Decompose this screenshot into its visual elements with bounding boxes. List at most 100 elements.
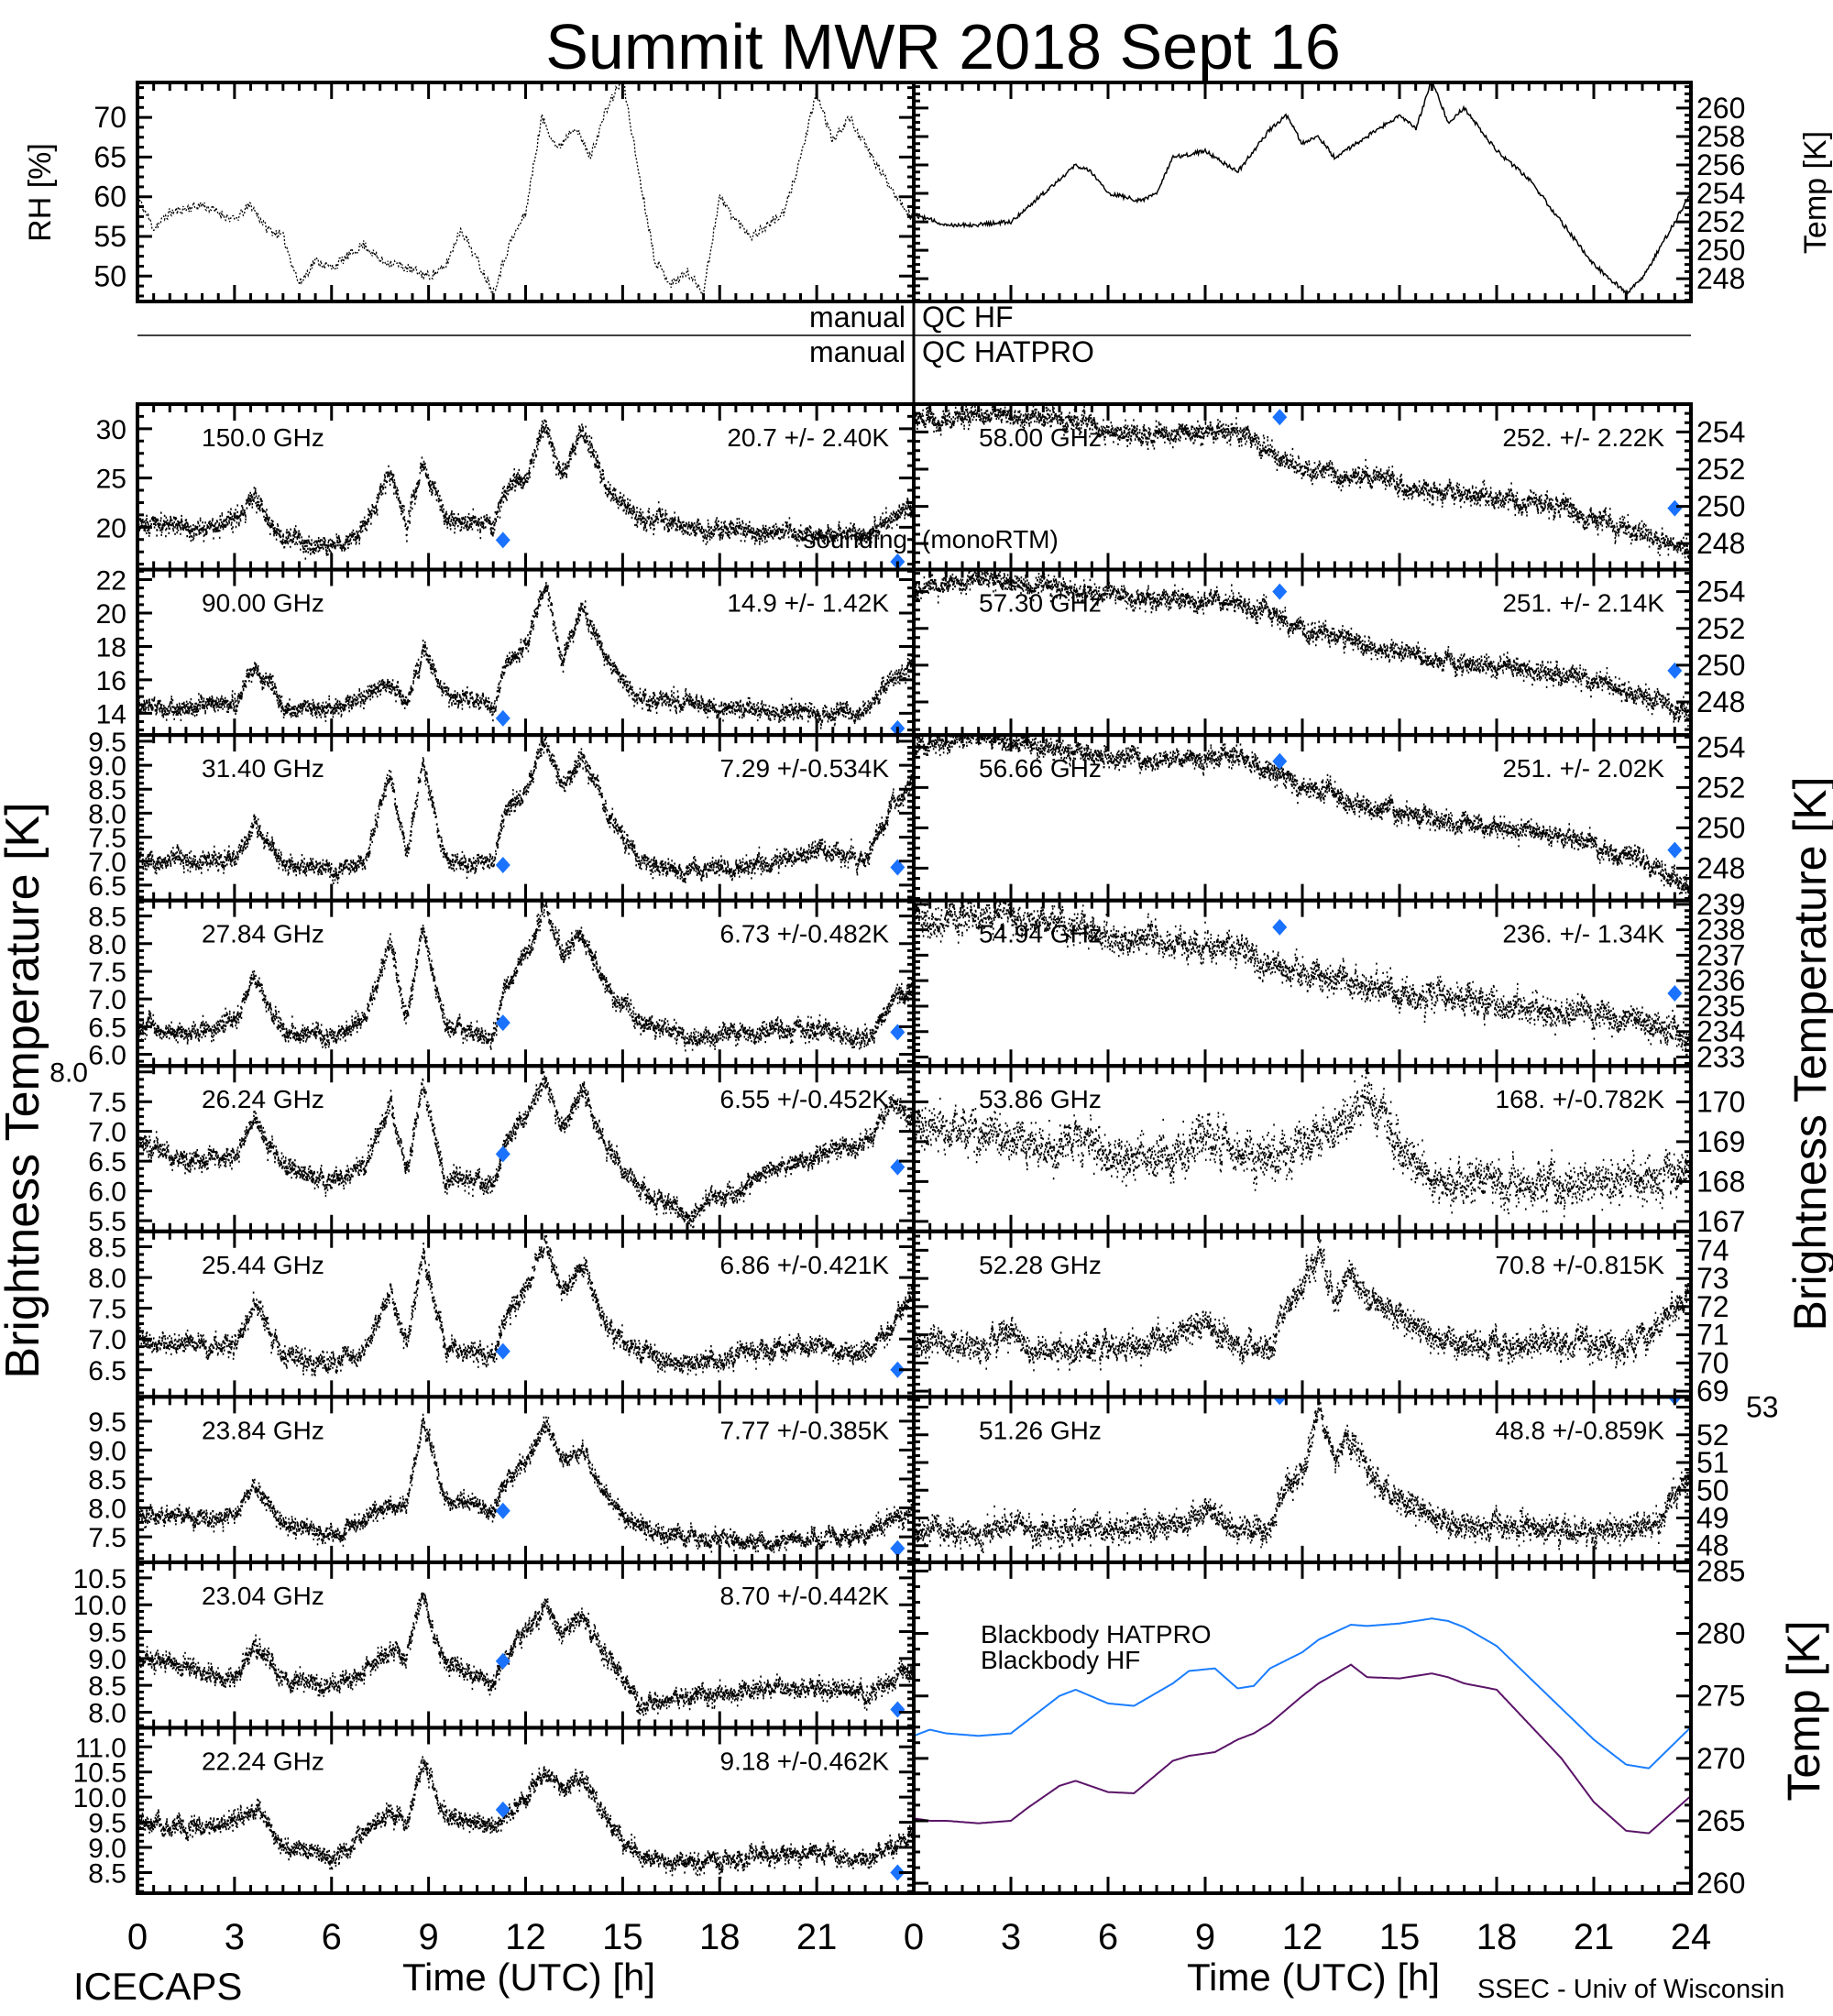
rh-axis-label: RH [%] <box>23 143 58 242</box>
sounding-marker <box>495 1014 510 1032</box>
xtick-label: 3 <box>225 1917 245 1957</box>
ytick-label: 9.5 <box>88 1408 126 1438</box>
ytick-label: 9.5 <box>88 728 126 758</box>
ytick-label: 25 <box>96 465 126 495</box>
plot-area <box>914 735 1691 901</box>
sounding-marker <box>1667 985 1683 1003</box>
mean-std-label: 48.8 +/-0.859K <box>1496 1416 1665 1444</box>
frequency-label: 54.94 GHz <box>979 920 1102 948</box>
ytick-label: 52 <box>1696 1419 1729 1452</box>
ytick-label: 236 <box>1696 964 1745 997</box>
frequency-label: 26.24 GHz <box>202 1085 324 1113</box>
ytick-label: 9.0 <box>88 1834 126 1864</box>
frequency-label: 31.40 GHz <box>202 754 324 783</box>
right-y-axis-label: Brightness Temperature [K] <box>1784 777 1833 1331</box>
xtick-label: 12 <box>505 1917 546 1957</box>
plot-area <box>914 82 1691 296</box>
ytick-label: 234 <box>1696 1015 1745 1048</box>
ytick-label: 14 <box>96 699 126 729</box>
xtick-label: 6 <box>1098 1917 1118 1957</box>
left-panel-2784: 6.06.57.07.58.08.5 27.84 GHz 6.73 +/-0.482… <box>88 898 916 1071</box>
ytick-label: 69 <box>1696 1375 1729 1408</box>
right-panel-5386: 167 168 169 170 53.86 GHz 168. +/-0.782K <box>912 1064 1745 1238</box>
ytick-label: 285 <box>1696 1554 1745 1587</box>
right-panel-5800: 248 250 252 254 58.00 GHz 252. +/- 2.22K <box>912 402 1745 572</box>
left-panel-1500: 20 25 30 150.0 GHz 20.7 +/- 2.40K <box>96 402 916 572</box>
ytick-label: 252 <box>1696 612 1745 645</box>
ytick-label: 265 <box>1696 1804 1745 1837</box>
xtick-label: 3 <box>1001 1917 1021 1957</box>
sounding-marker <box>1667 841 1683 859</box>
ytick-label: 10.5 <box>73 1759 126 1789</box>
mean-std-label: 9.18 +/-0.462K <box>720 1747 890 1775</box>
ytick-label: 250 <box>1696 649 1745 682</box>
panel-frame <box>912 81 1693 303</box>
ytick-label: 167 <box>1696 1205 1745 1238</box>
mean-std-label: 251. +/- 2.14K <box>1502 589 1664 618</box>
ytick-label: 275 <box>1696 1680 1745 1713</box>
ytick-label: 8.5 <box>88 1233 126 1264</box>
ytick-label: 250 <box>1696 811 1745 844</box>
ytick-label: 8.5 <box>88 775 126 805</box>
ytick-label: 72 <box>1696 1290 1729 1323</box>
ytick-label: 168 <box>1696 1165 1745 1198</box>
left-panel-2624: 5.56.06.57.07.58.0 26.24 GHz 6.55 +/-0.452… <box>49 1058 916 1237</box>
right-panel-5666: 248 250 252 254 56.66 GHz 251. +/- 2.02K <box>912 730 1745 903</box>
sounding-marker <box>890 1158 906 1176</box>
frequency-label: 58.00 GHz <box>979 423 1102 452</box>
ytick-label: 9.0 <box>88 1436 126 1466</box>
mean-std-label: 7.29 +/-0.534K <box>720 754 890 783</box>
xtick-label: 18 <box>1476 1917 1518 1957</box>
ssec-credit: SSEC - Univ of Wisconsin <box>1477 1975 1784 2004</box>
xtick-label: 0 <box>904 1917 924 1957</box>
monortm-label: (monoRTM) <box>922 525 1059 553</box>
ytick-label: 49 <box>1696 1501 1729 1534</box>
sounding-marker <box>890 1701 906 1718</box>
ytick-label: 260 <box>1696 1867 1745 1900</box>
temp-axis-label: Temp [K] <box>1798 131 1833 254</box>
ytick-label: 53 <box>1746 1391 1779 1424</box>
left-y-axis-label: Brightness Temperature [K] <box>0 802 49 1378</box>
frequency-label: 150.0 GHz <box>202 423 324 452</box>
ytick-label: 8.0 <box>88 799 126 829</box>
sounding-marker <box>890 1864 906 1881</box>
ytick-label: 8.5 <box>88 903 126 933</box>
plot-area <box>137 82 914 297</box>
ytick-label: 8.0 <box>88 1698 126 1728</box>
frequency-label: 51.26 GHz <box>979 1416 1102 1444</box>
xtick-label: 12 <box>1282 1917 1323 1957</box>
blackbody-hf-line <box>914 1663 1691 1835</box>
ytick-label: 8.0 <box>88 1495 126 1525</box>
ytick-label: 170 <box>1696 1085 1745 1118</box>
sounding-marker <box>1272 918 1288 936</box>
frequency-label: 90.00 GHz <box>202 589 324 618</box>
frequency-label: 23.84 GHz <box>202 1416 324 1444</box>
mean-std-label: 20.7 +/- 2.40K <box>727 423 889 452</box>
qc-instrument-label: QC HF <box>922 301 1014 334</box>
ytick-label: 10.5 <box>73 1564 126 1594</box>
mean-std-label: 8.70 +/-0.442K <box>720 1582 890 1610</box>
xtick-label: 9 <box>1195 1917 1215 1957</box>
x-axis-label-right: Time (UTC) [h] <box>1187 1956 1440 1999</box>
ytick-label: 73 <box>1696 1262 1729 1295</box>
mean-std-label: 7.77 +/-0.385K <box>720 1416 890 1444</box>
sounding-marker <box>1272 409 1288 426</box>
ytick-label: 280 <box>1696 1617 1745 1650</box>
ytick-label: 250 <box>1696 234 1745 267</box>
ytick-label: 55 <box>93 220 126 253</box>
ytick-label: 48 <box>1696 1529 1729 1562</box>
ytick-label: 6.5 <box>88 871 126 902</box>
legend-blackbody-hatpro: Blackbody HATPRO <box>981 1620 1212 1649</box>
plot-area <box>914 1617 1691 1835</box>
frequency-label: 56.66 GHz <box>979 754 1102 783</box>
axis-ticks <box>912 1561 1693 1893</box>
xtick-label: 18 <box>699 1917 741 1957</box>
ytick-label: 7.5 <box>88 824 126 854</box>
frequency-label: 27.84 GHz <box>202 920 324 948</box>
sounding-marker <box>1272 1397 1288 1406</box>
sounding-marker <box>495 531 510 549</box>
